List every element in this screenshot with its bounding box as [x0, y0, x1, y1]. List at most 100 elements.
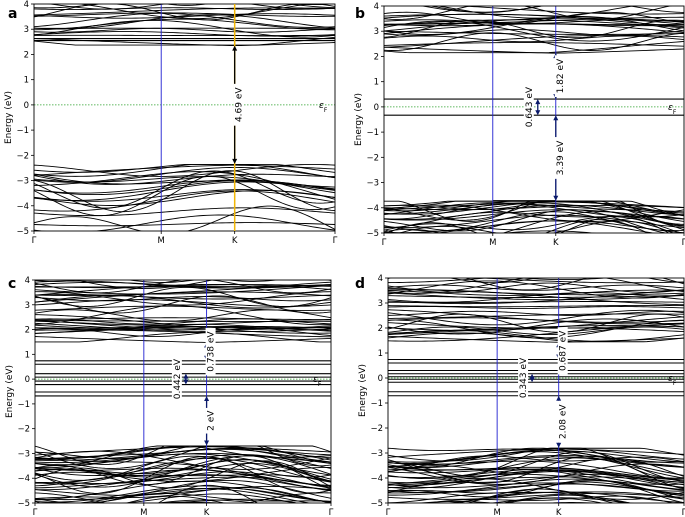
y-tick-label: −2 [17, 425, 30, 435]
gap-arrow-head [204, 440, 210, 446]
conduction-band [35, 264, 331, 279]
valence-band [388, 480, 684, 500]
valence-band-top [388, 448, 684, 458]
conduction-band [35, 291, 331, 303]
y-tick-label: 1 [25, 350, 30, 360]
conduction-band [388, 289, 684, 296]
valence-band [125, 495, 227, 503]
y-tick-label: −2 [366, 153, 379, 163]
conduction-band [35, 274, 331, 277]
valence-band [388, 456, 684, 469]
x-tick-label: M [493, 508, 500, 517]
conduction-band [388, 270, 684, 271]
valence-band [388, 468, 684, 490]
valence-band [35, 455, 331, 481]
gap-label: 1.82 eV [556, 58, 566, 93]
y-tick-label: 1 [378, 349, 383, 359]
x-tick-label: Γ [382, 238, 387, 248]
valence-band [34, 164, 335, 177]
y-tick-label: 4 [25, 276, 30, 286]
x-tick-label: Γ [32, 236, 37, 246]
conduction-band [34, 31, 335, 37]
valence-band [35, 456, 331, 486]
gap-label-bg [554, 55, 565, 98]
y-tick-label: −2 [16, 151, 29, 161]
y-tick-label: 3 [374, 27, 379, 37]
y-tick-label: 2 [374, 52, 379, 62]
valence-band [488, 497, 635, 503]
valence-band [384, 204, 684, 220]
conduction-band [388, 258, 684, 273]
conduction-band [384, 35, 684, 43]
valence-band [384, 211, 684, 232]
valence-band [388, 505, 684, 517]
gap-label-bg [554, 137, 565, 179]
valence-band [34, 237, 335, 254]
conduction-band [435, 6, 636, 19]
valence-band [384, 200, 684, 225]
axes-frame [34, 279, 332, 504]
valence-band [388, 470, 684, 486]
conduction-band [384, 20, 684, 42]
conduction-band [127, 280, 331, 283]
conduction-band [388, 313, 684, 319]
conduction-band [34, 12, 335, 28]
y-tick-label: 0 [25, 375, 30, 385]
conduction-band [388, 270, 684, 275]
valence-band [455, 491, 615, 503]
conduction-band [277, 280, 321, 281]
conduction-band [384, 16, 684, 25]
valence-band [35, 504, 331, 516]
valence-band [35, 471, 331, 489]
y-axis-label: Energy (eV) [5, 365, 15, 418]
conduction-band [35, 299, 331, 307]
valence-band [133, 498, 300, 503]
valence-band [35, 480, 331, 503]
x-tick-label: K [553, 238, 559, 248]
conduction-band [35, 256, 331, 273]
valence-band [34, 180, 335, 196]
valence-band-top [384, 201, 684, 211]
axes-frame [387, 277, 685, 504]
conduction-band-bottom [388, 335, 684, 343]
conduction-band [34, 27, 335, 33]
gap-label: 2.08 eV [559, 404, 569, 439]
conduction-band [384, 13, 684, 28]
valence-band [388, 455, 684, 472]
conduction-band [388, 294, 684, 298]
valence-band [388, 447, 684, 469]
gap-arrow-head [232, 158, 238, 164]
conduction-band [35, 325, 331, 334]
x-tick-label: Γ [682, 238, 685, 248]
conduction-band [384, 23, 684, 35]
valence-band [388, 478, 684, 493]
conduction-band [384, 29, 684, 36]
conduction-band [388, 266, 684, 271]
conduction-band [35, 269, 331, 274]
gap-arrow-head [553, 115, 559, 121]
y-tick-label: 2 [378, 324, 383, 334]
conduction-band [35, 314, 331, 334]
x-tick-label: Γ [33, 508, 38, 517]
valence-band [155, 499, 259, 503]
y-axis-label: Energy (eV) [4, 91, 14, 144]
conduction-band [384, 34, 684, 48]
axes-frame [33, 3, 336, 232]
valence-band [34, 175, 335, 217]
y-tick-label: 1 [24, 76, 29, 86]
conduction-band [388, 274, 684, 276]
y-axis-label: Energy (eV) [354, 93, 364, 146]
y-tick-label: −5 [16, 227, 29, 237]
valence-band [384, 211, 684, 233]
conduction-band [388, 266, 684, 269]
gap-arrow-head [183, 379, 189, 385]
x-tick-label: K [204, 508, 210, 517]
valence-band [425, 495, 676, 503]
valence-band-top [34, 164, 335, 176]
conduction-band [35, 327, 331, 331]
x-tick-label: K [556, 508, 562, 517]
conduction-band-bottom [384, 46, 684, 54]
